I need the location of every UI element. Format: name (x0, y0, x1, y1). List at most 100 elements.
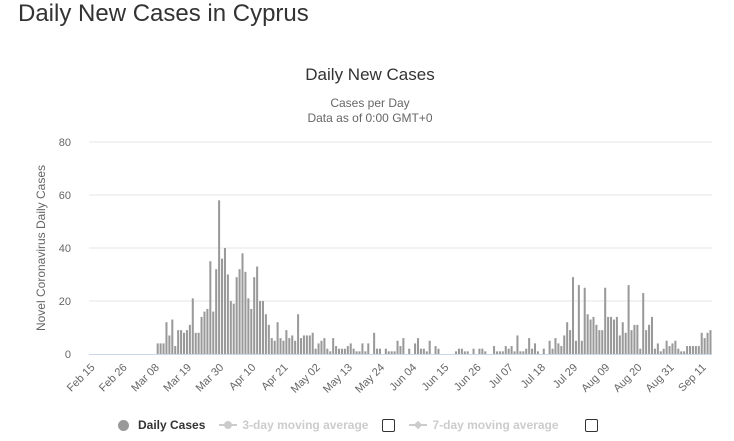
bar (416, 338, 420, 354)
bar (238, 269, 241, 354)
legend-daily-cases[interactable]: Daily Cases (118, 418, 205, 432)
bar (583, 287, 586, 354)
bar (165, 322, 168, 354)
bar (574, 340, 577, 354)
bar (159, 343, 162, 354)
7day-average-checkbox[interactable] (584, 418, 598, 432)
bar (384, 348, 387, 354)
bar (376, 348, 379, 354)
bar (387, 351, 390, 354)
bar (697, 346, 700, 354)
bar (659, 351, 662, 354)
bar (665, 340, 668, 354)
bar (472, 348, 475, 354)
bar (466, 351, 469, 354)
bar (288, 338, 291, 354)
bar (273, 340, 276, 354)
bar (229, 301, 232, 354)
bar (577, 285, 580, 354)
bar (566, 322, 569, 354)
bar (285, 330, 288, 354)
bar (615, 316, 618, 354)
bar (226, 274, 229, 354)
bar (481, 348, 484, 354)
bar (668, 346, 671, 354)
bar (648, 324, 651, 354)
bar (270, 338, 273, 354)
bar (642, 293, 645, 354)
bar (358, 351, 361, 354)
bar (276, 322, 279, 354)
legend-7day-average[interactable]: 7-day moving average (409, 418, 559, 432)
bar (525, 348, 528, 354)
bar (174, 346, 177, 354)
3day-average-checkbox[interactable] (382, 418, 396, 432)
bar (259, 301, 262, 354)
line-diamond-icon (409, 424, 428, 426)
bar (250, 308, 253, 354)
legend-3day-average[interactable]: 3-day moving average (219, 418, 368, 432)
bar (580, 340, 583, 354)
bar (215, 269, 218, 354)
bar (478, 348, 481, 354)
x-tick-label: Jun 15 (420, 362, 452, 394)
bar (311, 332, 314, 354)
x-tick-label: Jun 26 (452, 362, 484, 394)
bar (253, 277, 256, 354)
bar (536, 351, 539, 354)
bar (607, 316, 610, 354)
bar (180, 330, 183, 354)
x-tick-label: Feb 15 (65, 362, 98, 395)
bar (601, 330, 604, 354)
bar (378, 348, 381, 354)
bar (308, 335, 311, 354)
bar (422, 348, 425, 354)
legend-3day-label: 3-day moving average (242, 418, 369, 432)
bar (504, 346, 507, 354)
bar (677, 348, 680, 354)
bar (177, 330, 180, 354)
bar (323, 338, 326, 354)
bar (212, 311, 215, 354)
bar (572, 277, 575, 354)
bar (463, 351, 466, 354)
bar (680, 351, 683, 354)
bar (399, 346, 402, 354)
bar (355, 351, 358, 354)
bar (206, 308, 209, 354)
bar (305, 335, 308, 354)
x-tick-label: Apr 10 (227, 362, 258, 393)
bar (261, 301, 264, 354)
bar (256, 266, 259, 354)
bar (595, 324, 598, 354)
x-tick-label: Aug 31 (644, 362, 677, 395)
bar (455, 351, 458, 354)
bar (636, 324, 639, 354)
bar (188, 324, 191, 354)
bar (425, 351, 428, 354)
bar (630, 330, 633, 354)
bar (247, 298, 250, 354)
bar (390, 351, 393, 354)
bar (598, 330, 601, 354)
legend-daily-cases-label: Daily Cases (138, 418, 206, 432)
bar (241, 253, 244, 354)
bar (621, 322, 624, 354)
bar (393, 351, 396, 354)
bar (522, 351, 525, 354)
bar (402, 338, 405, 354)
bar (627, 285, 630, 354)
bar (683, 351, 686, 354)
x-tick-label: Mar 19 (161, 362, 194, 395)
bar (507, 348, 510, 354)
x-tick-label: Aug 20 (611, 362, 644, 395)
bar (361, 343, 364, 354)
bar (364, 351, 367, 354)
bar (689, 346, 692, 354)
bar (185, 330, 188, 354)
y-tick-label: 40 (59, 243, 71, 255)
bar (686, 346, 689, 354)
bar (516, 335, 519, 354)
chart-subtitle-2: Data as of 0:00 GMT+0 (307, 111, 432, 125)
bar (267, 324, 270, 354)
